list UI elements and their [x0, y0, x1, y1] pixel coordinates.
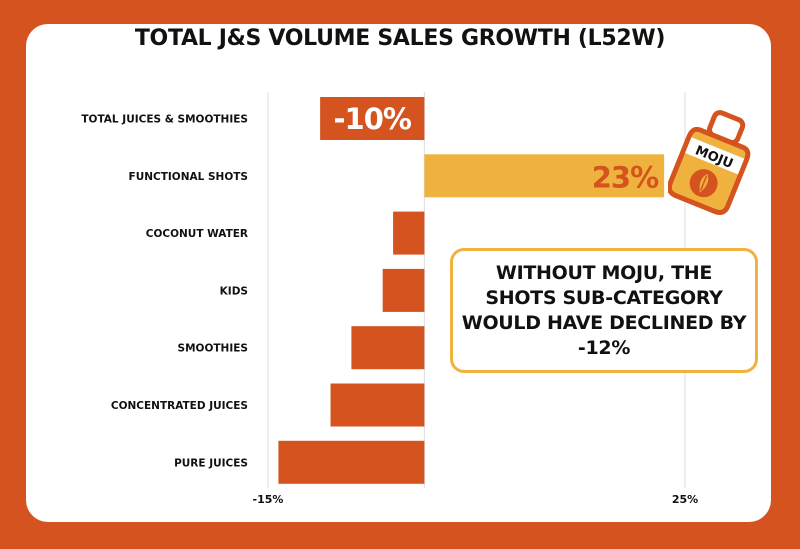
- callout-text: WITHOUT MOJU, THE SHOTS SUB-CATEGORY WOU…: [461, 261, 747, 359]
- category-label: CONCENTRATED JUICES: [111, 400, 248, 412]
- bar-coconut-water: [393, 211, 425, 255]
- bar-pure-juices: [278, 440, 425, 484]
- bars: [278, 97, 665, 484]
- bar-functional-shots: [424, 154, 665, 198]
- category-label: COCONUT WATER: [146, 228, 248, 240]
- data-labels: -10% 23%: [334, 102, 661, 194]
- moju-bottle-icon: MOJU: [668, 110, 751, 215]
- category-label: SMOOTHIES: [178, 343, 248, 355]
- bar-kids: [382, 268, 425, 312]
- tick-labels: -15% 25%: [253, 493, 699, 506]
- data-label: -10%: [334, 102, 412, 136]
- data-label: 23%: [592, 160, 659, 194]
- callout-box: WITHOUT MOJU, THE SHOTS SUB-CATEGORY WOU…: [450, 248, 758, 373]
- category-label: KIDS: [220, 285, 248, 297]
- category-label: FUNCTIONAL SHOTS: [129, 171, 248, 183]
- x-tick-label: 25%: [672, 493, 698, 506]
- bar-total-juices-smoothies: [320, 97, 425, 140]
- bar-smoothies: [351, 326, 425, 370]
- category-label: TOTAL JUICES & SMOOTHIES: [81, 114, 248, 126]
- category-label: PURE JUICES: [174, 457, 248, 469]
- x-tick-label: -15%: [253, 493, 284, 506]
- category-labels: TOTAL JUICES & SMOOTHIES FUNCTIONAL SHOTS…: [81, 114, 248, 470]
- chart-title: TOTAL J&S VOLUME SALES GROWTH (L52W): [134, 26, 666, 51]
- bar-concentrated-juices: [330, 383, 425, 427]
